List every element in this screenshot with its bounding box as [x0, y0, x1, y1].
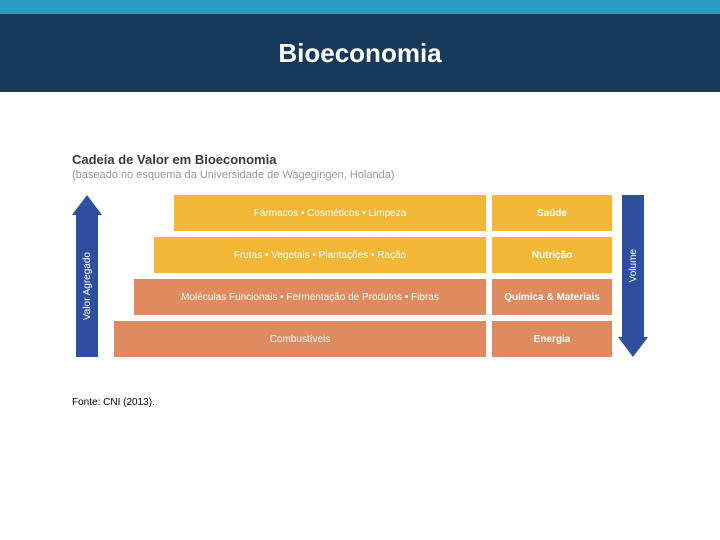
row-items-cell: Frutas • Vegetais • Plantações • Ração [154, 237, 486, 273]
chart-title: Cadeia de Valor em Bioeconomia [72, 152, 648, 167]
chart-subtitle: (baseado no esquema da Universidade de W… [72, 169, 648, 181]
row-indent-spacer [108, 237, 148, 273]
source-citation: Fonte: CNI (2013). [72, 397, 648, 408]
arrow-up-icon [72, 195, 102, 215]
row-items-cell: Combustíveis [114, 321, 486, 357]
pyramid-row: Fármacos • Cosméticos • LimpezaSaúde [108, 195, 612, 231]
page-title: Bioeconomia [278, 38, 441, 69]
row-category-cell: Química & Materiais [492, 279, 612, 315]
top-accent-bar [0, 0, 720, 14]
header: Bioeconomia [0, 14, 720, 92]
row-indent-spacer [108, 195, 168, 231]
content-area: Cadeia de Valor em Bioeconomia (baseado … [0, 92, 720, 408]
arrow-down-icon [618, 337, 648, 357]
right-arrow-label: Volume [628, 249, 639, 282]
value-chain-diagram: Valor Agregado Fármacos • Cosméticos • L… [72, 195, 648, 357]
pyramid-row: CombustíveisEnergia [108, 321, 612, 357]
row-category-cell: Energia [492, 321, 612, 357]
pyramid-rows: Fármacos • Cosméticos • LimpezaSaúdeFrut… [108, 195, 612, 357]
left-arrow-column: Valor Agregado [72, 195, 102, 357]
pyramid-row: Moléculas Funcionais • Fermentação de Pr… [108, 279, 612, 315]
row-category-cell: Saúde [492, 195, 612, 231]
right-arrow-column: Volume [618, 195, 648, 357]
row-items-cell: Fármacos • Cosméticos • Limpeza [174, 195, 486, 231]
row-items-cell: Moléculas Funcionais • Fermentação de Pr… [134, 279, 486, 315]
right-arrow-body: Volume [622, 195, 644, 337]
row-indent-spacer [108, 279, 128, 315]
left-arrow-label: Valor Agregado [82, 252, 93, 320]
row-category-cell: Nutrição [492, 237, 612, 273]
pyramid-row: Frutas • Vegetais • Plantações • RaçãoNu… [108, 237, 612, 273]
left-arrow-body: Valor Agregado [76, 215, 98, 357]
